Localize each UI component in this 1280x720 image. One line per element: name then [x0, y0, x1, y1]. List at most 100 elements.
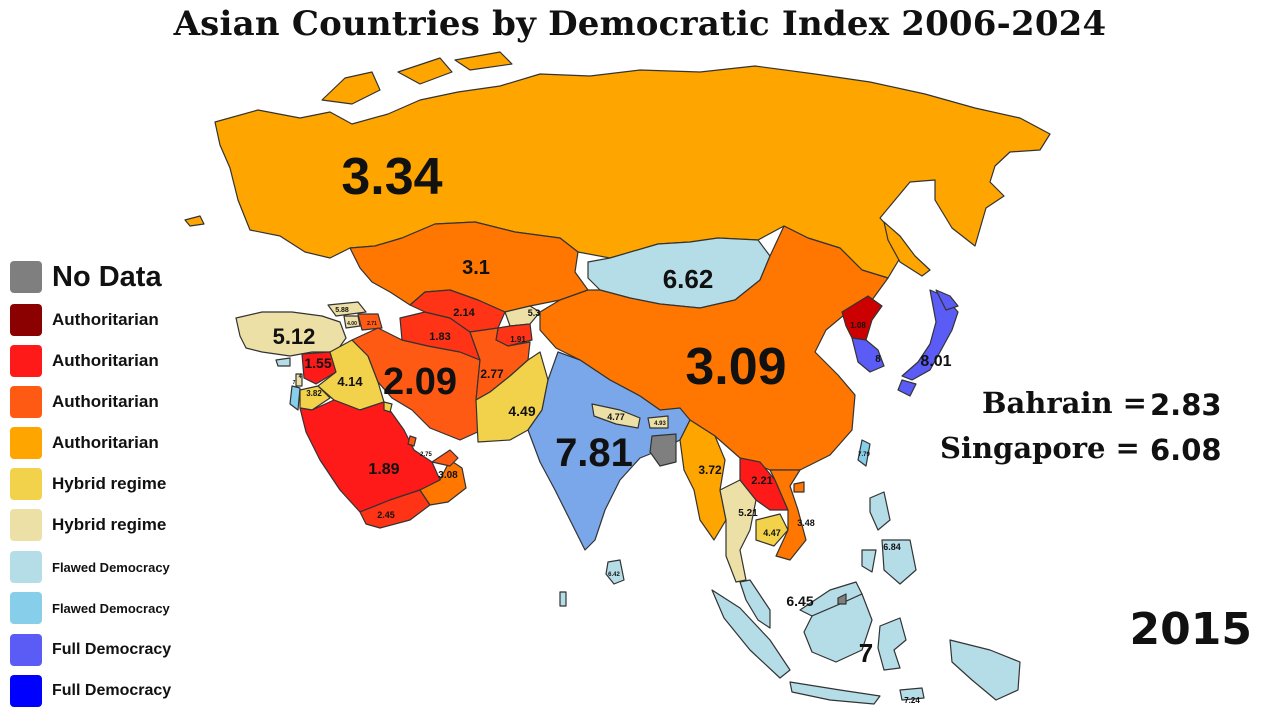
legend-swatch — [10, 345, 42, 377]
region-russia-east — [883, 221, 931, 277]
region-malaysia-west — [739, 579, 771, 629]
legend-label: Authoritarian — [52, 433, 159, 452]
region-indonesia-sulawesi — [877, 617, 907, 671]
region-azerbaijan — [357, 313, 383, 331]
legend-item-authoritarian-2: Authoritarian — [10, 344, 159, 378]
region-bhutan — [647, 415, 669, 429]
value-india: 7.81 — [555, 431, 633, 475]
legend-label: Flawed Democracy — [52, 600, 170, 616]
region-qatar — [407, 435, 417, 447]
region-maldives — [559, 591, 567, 607]
region-north-korea — [841, 295, 883, 341]
legend-label: Full Democracy — [52, 641, 172, 658]
region-laos — [739, 457, 789, 511]
region-indonesia-papua — [949, 639, 1021, 701]
legend-label: Authoritarian — [52, 351, 159, 370]
region-israel — [289, 385, 301, 411]
region-georgia — [327, 301, 367, 317]
region-sri-lanka — [605, 559, 625, 585]
legend-swatch — [10, 261, 42, 293]
value-iraq: 4.14 — [337, 374, 363, 389]
legend-label: Flawed Democracy — [52, 559, 170, 575]
value-malaysia: 6.45 — [786, 593, 813, 609]
region-oman — [419, 459, 467, 506]
region-brunei — [837, 593, 847, 605]
region-japan — [901, 289, 959, 381]
region-hainan — [793, 481, 805, 493]
value-pakistan: 4.49 — [508, 403, 535, 419]
legend-swatch — [10, 427, 42, 459]
value-kazakhstan: 3.1 — [462, 257, 490, 279]
region-cambodia — [755, 513, 789, 547]
value-nepal: 4.77 — [607, 412, 625, 422]
legend-item-authoritarian-1: Authoritarian — [10, 303, 159, 337]
region-philippines-south — [881, 539, 917, 585]
value-taiwan: 7.79 — [858, 452, 870, 458]
legend-swatch — [10, 386, 42, 418]
value-turkey: 5.12 — [273, 324, 316, 349]
value-saudi-arabia: 1.89 — [368, 461, 399, 478]
value-georgia: 5.88 — [335, 307, 349, 314]
bahrain-label: Bahrain = — [982, 386, 1147, 420]
value-afghanistan: 2.77 — [480, 367, 504, 381]
region-indonesia-borneo — [803, 593, 873, 663]
value-cambodia: 4.47 — [763, 528, 781, 538]
region-philippines-mid — [861, 549, 877, 573]
singapore-value: 6.08 — [1150, 433, 1222, 467]
region-uae — [431, 449, 459, 467]
value-myanmar: 3.72 — [698, 463, 722, 477]
legend-label: No Data — [52, 260, 162, 293]
region-armenia — [343, 315, 361, 329]
year-label: 2015 — [1129, 604, 1252, 655]
value-sri-lanka: 6.42 — [608, 572, 620, 578]
region-lebanon — [295, 373, 303, 387]
value-iran: 2.09 — [383, 361, 457, 403]
legend-swatch — [10, 468, 42, 500]
legend-swatch — [10, 509, 42, 541]
region-yemen — [359, 489, 431, 529]
region-kuwait — [383, 401, 393, 413]
region-south-korea — [851, 337, 885, 373]
region-cyprus — [275, 357, 291, 367]
legend-label: Hybrid regime — [52, 515, 167, 534]
value-uae: 2.75 — [420, 452, 432, 458]
legend-swatch — [10, 551, 42, 583]
value-israel: 7 — [293, 380, 296, 386]
legend-item-full-1: Full Democracy — [10, 633, 171, 667]
region-syria — [301, 351, 337, 385]
legend-item-authoritarian-3: Authoritarian — [10, 385, 159, 419]
value-russia: 3.34 — [341, 148, 442, 206]
value-syria: 1.55 — [304, 355, 331, 371]
legend-item-hybrid-1: Hybrid regime — [10, 467, 166, 501]
value-indonesia: 7 — [859, 638, 873, 668]
value-tajikistan: 1.91 — [510, 335, 526, 344]
value-armenia: 4.00 — [347, 321, 357, 327]
region-nepal — [591, 403, 641, 429]
singapore-label: Singapore = — [940, 431, 1140, 465]
region-taiwan — [857, 439, 871, 467]
value-yemen: 2.45 — [377, 510, 395, 520]
region-indonesia-sumatra — [711, 589, 791, 679]
region-timor-leste — [899, 687, 925, 701]
arctic-island — [321, 71, 381, 105]
value-jordan: 3.82 — [306, 389, 322, 398]
arctic-island — [454, 51, 513, 71]
legend-item-flawed-2: Flawed Democracy — [10, 591, 170, 625]
value-timor-leste: 7.24 — [904, 696, 920, 705]
value-oman: 3.08 — [438, 470, 458, 481]
legend-item-full-2: Full Democracy — [10, 674, 171, 708]
legend-item-flawed-1: Flawed Democracy — [10, 550, 170, 584]
legend-label: Full Democracy — [52, 682, 172, 699]
value-uzbekistan: 2.14 — [453, 307, 475, 319]
legend-swatch — [10, 634, 42, 666]
arctic-island — [397, 57, 453, 85]
value-philippines: 6.84 — [883, 542, 901, 552]
region-philippines — [869, 491, 891, 531]
value-japan: 8.01 — [920, 353, 951, 370]
legend-item-hybrid-2: Hybrid regime — [10, 508, 166, 542]
region-vietnam — [769, 469, 807, 561]
region-saudi-arabia — [299, 399, 441, 513]
region-india — [527, 351, 691, 551]
region-bangladesh — [649, 433, 677, 467]
value-kyrgyzstan: 5.3 — [528, 308, 541, 318]
